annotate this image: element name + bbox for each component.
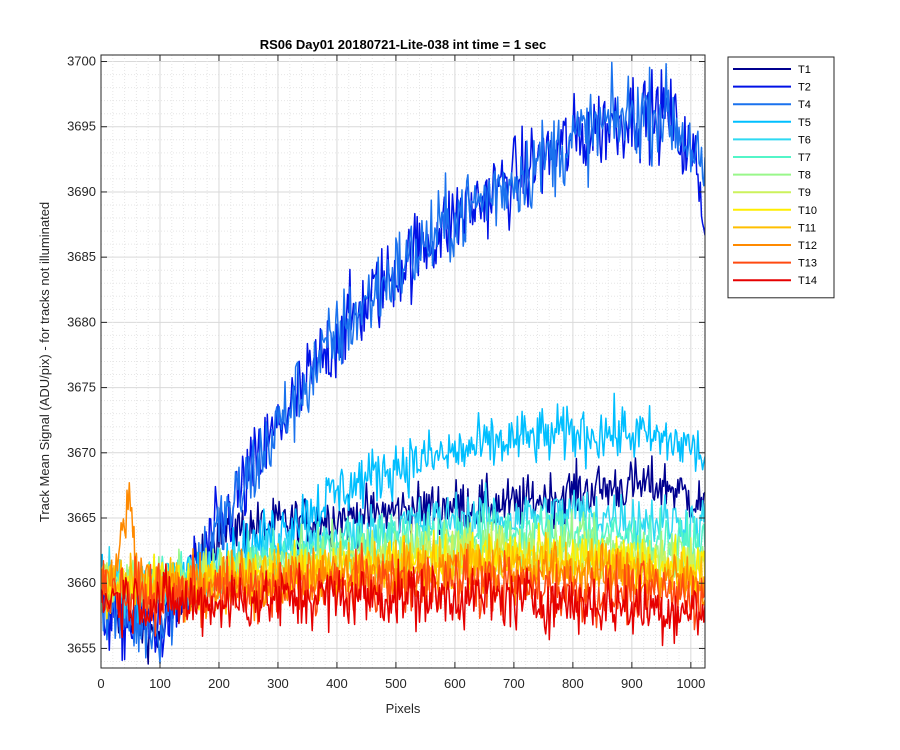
y-axis-title: Track Mean Signal (ADU/pix) - for tracks… (37, 202, 52, 522)
legend-label-t6: T6 (798, 134, 811, 146)
legend-label-t2: T2 (798, 82, 811, 94)
legend-label-t4: T4 (798, 99, 811, 111)
legend-label-t10: T10 (798, 205, 817, 217)
legend-label-t7: T7 (798, 152, 811, 164)
x-tick-label: 500 (385, 676, 407, 691)
y-tick-label: 3695 (67, 119, 96, 134)
y-tick-label: 3670 (67, 445, 96, 460)
legend-label-t14: T14 (798, 275, 817, 287)
y-tick-label: 3680 (67, 314, 96, 329)
legend-label-t13: T13 (798, 258, 817, 270)
y-tick-label: 3660 (67, 575, 96, 590)
y-tick-label: 3675 (67, 380, 96, 395)
y-tick-label: 3700 (67, 54, 96, 69)
series-lines (101, 61, 705, 665)
legend-label-t12: T12 (798, 240, 817, 252)
legend-label-t1: T1 (798, 64, 811, 76)
plot-frame (100, 54, 706, 669)
legend-box (727, 56, 835, 299)
series-line-t14 (101, 558, 705, 647)
legend: T1 T2 T4 T5 T6 T7 T8 T9 T10 T11 T12 T13 T14 (727, 56, 835, 299)
y-tick-label: 3665 (67, 510, 96, 525)
x-tick-label: 100 (149, 676, 171, 691)
axis-ticks: 0 100 200 300 400 500 600 700 800 900 1000 3655 3660… (67, 54, 705, 691)
x-tick-label: 700 (503, 676, 525, 691)
x-tick-label: 1000 (676, 676, 705, 691)
x-tick-label: 0 (97, 676, 104, 691)
legend-label-t5: T5 (798, 117, 811, 129)
y-tick-label: 3690 (67, 184, 96, 199)
legend-label-t8: T8 (798, 170, 811, 182)
x-tick-label: 800 (562, 676, 584, 691)
x-tick-label: 400 (326, 676, 348, 691)
x-axis-title: Pixels (386, 701, 421, 716)
x-tick-label: 300 (267, 676, 289, 691)
y-tick-label: 3655 (67, 640, 96, 655)
legend-label-t11: T11 (798, 222, 816, 234)
x-tick-label: 900 (621, 676, 643, 691)
chart-title: RS06 Day01 20180721-Lite-038 int time = … (260, 37, 547, 52)
legend-label-t9: T9 (798, 187, 811, 199)
x-tick-label: 600 (444, 676, 466, 691)
series-line-t4 (101, 61, 705, 665)
x-tick-label: 200 (208, 676, 230, 691)
y-tick-label: 3685 (67, 249, 96, 264)
